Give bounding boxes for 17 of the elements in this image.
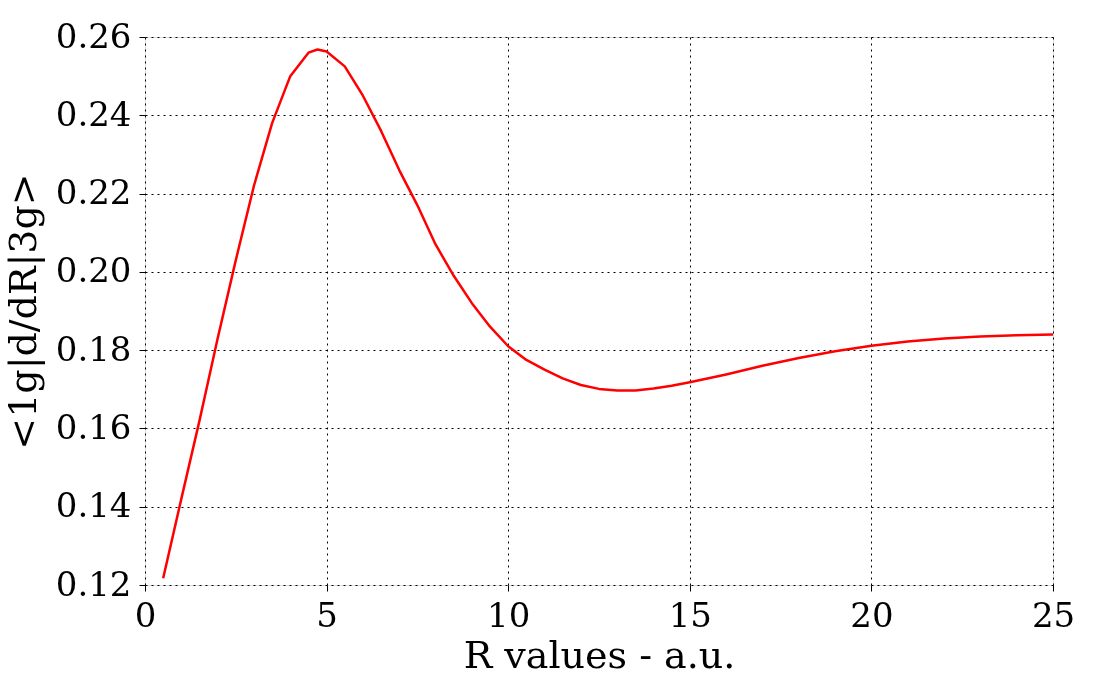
y-tick-label: 0.22 — [55, 172, 132, 213]
x-tick-label: 10 — [487, 594, 531, 635]
x-tick-label: 15 — [668, 594, 712, 635]
y-tick-label: 0.18 — [55, 328, 132, 369]
y-tick-label: 0.16 — [55, 406, 132, 447]
y-tick-label: 0.24 — [55, 93, 132, 134]
y-tick-label: 0.12 — [55, 563, 132, 604]
x-tick-label: 25 — [1031, 594, 1076, 635]
y-tick-label: 0.14 — [55, 485, 132, 526]
y-tick-label: 0.20 — [55, 250, 132, 291]
x-tick-label: 20 — [850, 594, 894, 635]
y-axis-title: <1g|d/dR|3g> — [0, 173, 45, 450]
x-axis-title: R values - a.u. — [463, 632, 736, 677]
x-tick-label: 0 — [134, 594, 157, 635]
y-tick-label: 0.26 — [55, 15, 132, 56]
line-series — [161, 48, 1053, 580]
x-tick-label: 5 — [316, 594, 338, 635]
